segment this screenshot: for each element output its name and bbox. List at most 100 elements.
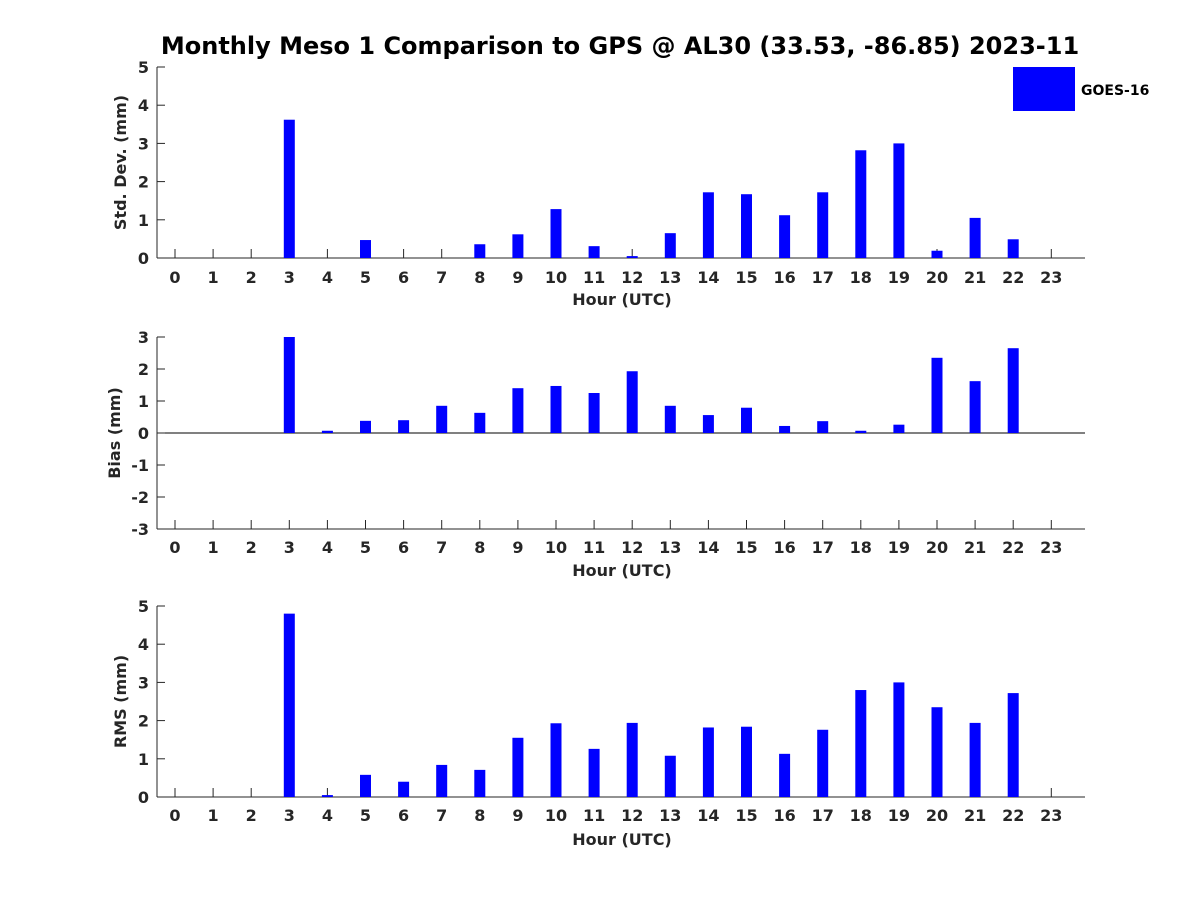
x-tick-label: 8 bbox=[474, 268, 485, 287]
x-tick-label: 9 bbox=[512, 806, 523, 825]
bar bbox=[474, 412, 486, 433]
x-tick-label: 10 bbox=[545, 806, 567, 825]
x-tick-label: 17 bbox=[812, 806, 834, 825]
bar bbox=[512, 234, 524, 258]
bar bbox=[893, 424, 905, 433]
x-tick-label: 4 bbox=[322, 268, 333, 287]
x-tick-label: 1 bbox=[208, 268, 219, 287]
bar bbox=[741, 726, 752, 797]
y-tick-label: -3 bbox=[131, 520, 149, 539]
bar bbox=[931, 250, 943, 258]
y-tick-label: 2 bbox=[138, 173, 149, 192]
x-tick-label: 8 bbox=[474, 538, 485, 557]
y-tick-label: 1 bbox=[138, 750, 149, 769]
x-tick-label: 3 bbox=[284, 268, 295, 287]
x-tick-label: 22 bbox=[1002, 538, 1024, 557]
bar bbox=[550, 385, 562, 433]
bar bbox=[360, 420, 371, 433]
x-tick-label: 3 bbox=[284, 806, 295, 825]
y-tick-label: 3 bbox=[138, 328, 149, 347]
x-tick-label: 10 bbox=[545, 268, 567, 287]
x-tick-label: 15 bbox=[735, 268, 757, 287]
y-tick-label: 1 bbox=[138, 392, 149, 411]
x-tick-label: 1 bbox=[208, 538, 219, 557]
x-tick-label: 7 bbox=[436, 268, 447, 287]
x-tick-label: 6 bbox=[398, 268, 409, 287]
x-tick-label: 20 bbox=[926, 538, 948, 557]
bar bbox=[1007, 239, 1019, 258]
bar bbox=[398, 420, 410, 433]
y-tick-label: 5 bbox=[138, 597, 149, 616]
y-tick-label: -1 bbox=[131, 456, 149, 475]
bar bbox=[550, 209, 562, 258]
x-tick-label: 16 bbox=[773, 806, 795, 825]
bar bbox=[855, 690, 867, 797]
bar bbox=[283, 613, 295, 797]
x-tick-label: 9 bbox=[512, 268, 523, 287]
x-tick-label: 4 bbox=[322, 806, 333, 825]
x-tick-label: 1 bbox=[208, 806, 219, 825]
bar bbox=[779, 753, 791, 797]
bar bbox=[855, 430, 867, 433]
bar bbox=[398, 781, 410, 797]
x-tick-label: 10 bbox=[545, 538, 567, 557]
bar bbox=[741, 407, 752, 433]
bar bbox=[817, 421, 829, 433]
legend-label: GOES-16 bbox=[1081, 83, 1149, 99]
x-tick-label: 8 bbox=[474, 806, 485, 825]
y-axis-label: RMS (mm) bbox=[111, 655, 130, 748]
bar bbox=[626, 722, 638, 797]
x-tick-label: 17 bbox=[812, 538, 834, 557]
bar bbox=[283, 119, 295, 258]
bar bbox=[779, 215, 791, 258]
x-tick-label: 0 bbox=[169, 538, 180, 557]
x-tick-label: 4 bbox=[322, 538, 333, 557]
x-tick-label: 16 bbox=[773, 538, 795, 557]
bar bbox=[626, 256, 638, 258]
x-tick-label: 18 bbox=[850, 806, 872, 825]
x-tick-label: 22 bbox=[1002, 268, 1024, 287]
x-tick-label: 11 bbox=[583, 806, 605, 825]
x-tick-label: 0 bbox=[169, 268, 180, 287]
x-tick-label: 5 bbox=[360, 806, 371, 825]
x-tick-label: 15 bbox=[735, 538, 757, 557]
bar bbox=[588, 393, 600, 433]
x-tick-label: 13 bbox=[659, 538, 681, 557]
x-tick-label: 23 bbox=[1040, 538, 1062, 557]
x-tick-label: 12 bbox=[621, 538, 643, 557]
x-tick-label: 13 bbox=[659, 806, 681, 825]
bar bbox=[588, 246, 600, 258]
bar bbox=[664, 405, 676, 433]
bar bbox=[474, 244, 486, 258]
y-tick-label: -2 bbox=[131, 488, 149, 507]
y-tick-label: 5 bbox=[138, 58, 149, 77]
x-tick-label: 5 bbox=[360, 268, 371, 287]
x-tick-label: 20 bbox=[926, 806, 948, 825]
x-tick-label: 21 bbox=[964, 806, 986, 825]
x-tick-label: 0 bbox=[169, 806, 180, 825]
x-tick-label: 23 bbox=[1040, 806, 1062, 825]
bar bbox=[512, 388, 524, 433]
x-tick-label: 6 bbox=[398, 538, 409, 557]
bar bbox=[855, 150, 867, 258]
x-tick-label: 6 bbox=[398, 806, 409, 825]
x-tick-label: 16 bbox=[773, 268, 795, 287]
x-tick-label: 14 bbox=[697, 268, 719, 287]
bar bbox=[436, 405, 448, 433]
x-tick-label: 2 bbox=[246, 538, 257, 557]
x-tick-label: 21 bbox=[964, 268, 986, 287]
x-tick-label: 15 bbox=[735, 806, 757, 825]
y-tick-label: 2 bbox=[138, 360, 149, 379]
x-tick-label: 21 bbox=[964, 538, 986, 557]
x-tick-label: 11 bbox=[583, 268, 605, 287]
x-tick-label: 9 bbox=[512, 538, 523, 557]
x-tick-label: 5 bbox=[360, 538, 371, 557]
bar bbox=[969, 722, 981, 797]
bar bbox=[474, 769, 486, 797]
x-tick-label: 14 bbox=[697, 538, 719, 557]
bar bbox=[893, 143, 905, 258]
bar bbox=[702, 192, 714, 258]
